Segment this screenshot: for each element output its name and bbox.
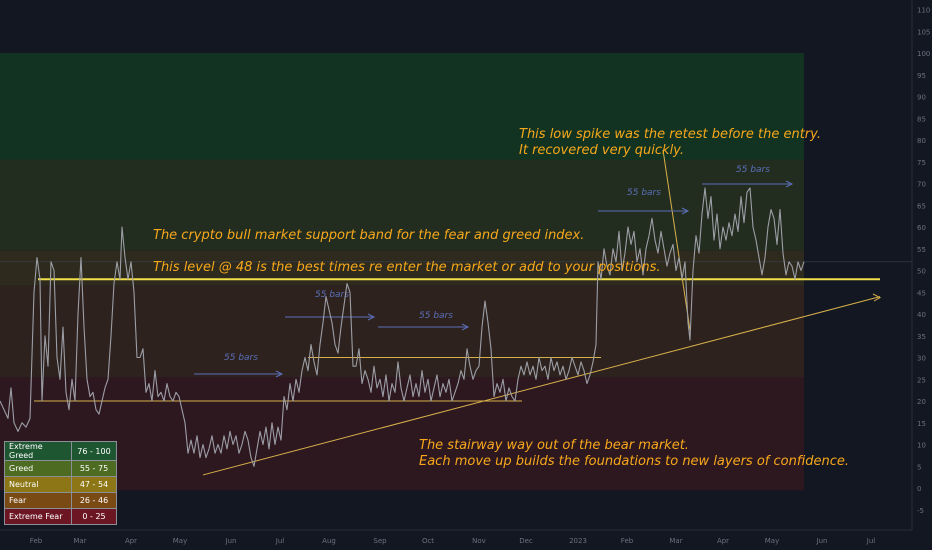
- legend-range: 0 - 25: [71, 508, 117, 525]
- stairway-line-2: Each move up builds the foundations to n…: [419, 454, 850, 469]
- y-tick-label: 75: [917, 159, 926, 167]
- x-tick-label: Feb: [30, 537, 43, 545]
- measure-label: 55 bars: [419, 311, 453, 321]
- y-tick-label: 20: [917, 398, 926, 406]
- retest-line-1: This low spike was the retest before the…: [519, 127, 821, 142]
- y-tick-label: 100: [917, 50, 930, 58]
- measure-arrowhead: [785, 180, 794, 188]
- support-band-body: This level @ 48 is the best times re ent…: [153, 260, 661, 275]
- y-tick-label: 110: [917, 7, 930, 15]
- y-tick-label: 15: [917, 420, 926, 428]
- sentiment-zone: [0, 159, 804, 251]
- x-tick-label: Jul: [866, 537, 876, 545]
- y-tick-label: 10: [917, 442, 926, 450]
- y-tick-label: 40: [917, 311, 926, 319]
- sentiment-zone: [0, 377, 804, 491]
- retest-pointer-line: [662, 149, 691, 331]
- x-tick-label: Apr: [717, 537, 729, 545]
- legend-label: Fear: [4, 492, 72, 509]
- y-tick-label: 65: [917, 202, 926, 210]
- sentiment-zone: [0, 285, 804, 378]
- x-tick-label: Dec: [519, 537, 533, 545]
- legend-range: 26 - 46: [71, 492, 117, 509]
- legend-label: Extreme Fear: [4, 508, 72, 525]
- x-tick-label: Jun: [816, 537, 828, 545]
- y-tick-label: 70: [917, 181, 926, 189]
- measure-arrowhead: [461, 323, 470, 331]
- y-tick-label: 95: [917, 72, 926, 80]
- x-tick-label: Feb: [621, 537, 634, 545]
- measure-label: 55 bars: [224, 353, 258, 363]
- retest-annotation: This low spike was the retest before the…: [519, 127, 821, 159]
- sentiment-legend: Extreme Greed 76 - 100 Greed 55 - 75 Neu…: [4, 441, 117, 525]
- legend-row-extreme-greed: Extreme Greed 76 - 100: [4, 441, 117, 461]
- measure-label: 55 bars: [315, 290, 349, 300]
- x-tick-label: May: [765, 537, 779, 545]
- x-tick-label: Oct: [422, 537, 434, 545]
- fear-greed-series-line: [0, 187, 805, 467]
- y-tick-label: 35: [917, 333, 926, 341]
- stairway-line-1: The stairway way out of the bear market.: [419, 438, 689, 453]
- y-tick-label: 30: [917, 355, 926, 363]
- y-tick-label: 105: [917, 28, 930, 36]
- legend-row-greed: Greed 55 - 75: [4, 460, 117, 477]
- stairway-trendline: [202, 296, 881, 476]
- y-tick-label: 25: [917, 376, 926, 384]
- retest-line-2: It recovered very quickly.: [519, 143, 684, 158]
- measure-arrowhead: [681, 207, 690, 215]
- x-tick-label: Jun: [225, 537, 237, 545]
- y-tick-label: 80: [917, 137, 926, 145]
- y-tick-label: 85: [917, 115, 926, 123]
- x-tick-label: Nov: [472, 537, 486, 545]
- support-band-annotation: The crypto bull market support band for …: [153, 220, 661, 284]
- y-tick-label: 50: [917, 268, 926, 276]
- legend-label: Extreme Greed: [4, 441, 72, 461]
- legend-row-neutral: Neutral 47 - 54: [4, 476, 117, 493]
- measure-label: 55 bars: [627, 188, 661, 198]
- y-tick-label: 60: [917, 224, 926, 232]
- stairway-annotation: The stairway way out of the bear market.…: [419, 438, 849, 470]
- measure-arrowhead: [275, 370, 284, 378]
- legend-label: Greed: [4, 460, 72, 477]
- legend-row-fear: Fear 26 - 46: [4, 492, 117, 509]
- y-tick-label: 55: [917, 246, 926, 254]
- x-tick-label: Mar: [669, 537, 682, 545]
- y-tick-label: 90: [917, 94, 926, 102]
- legend-label: Neutral: [4, 476, 72, 493]
- measure-label: 55 bars: [736, 165, 770, 175]
- y-tick-label: -5: [917, 507, 924, 515]
- legend-row-extreme-fear: Extreme Fear 0 - 25: [4, 508, 117, 525]
- y-tick-label: 5: [917, 463, 921, 471]
- support-band-title: The crypto bull market support band for …: [153, 228, 585, 243]
- x-tick-label: May: [173, 537, 187, 545]
- x-tick-label: 2023: [569, 537, 587, 545]
- x-tick-label: Aug: [322, 537, 336, 545]
- x-tick-label: Sep: [373, 537, 387, 545]
- y-tick-label: 45: [917, 289, 926, 297]
- trendline-arrowhead: [872, 293, 882, 302]
- legend-range: 76 - 100: [71, 441, 117, 461]
- y-tick-label: 0: [917, 485, 921, 493]
- legend-range: 47 - 54: [71, 476, 117, 493]
- measure-arrowhead: [367, 313, 376, 321]
- sentiment-zone: [0, 53, 804, 162]
- x-tick-label: Jul: [275, 537, 285, 545]
- x-tick-label: Apr: [125, 537, 137, 545]
- x-tick-label: Mar: [73, 537, 86, 545]
- legend-range: 55 - 75: [71, 460, 117, 477]
